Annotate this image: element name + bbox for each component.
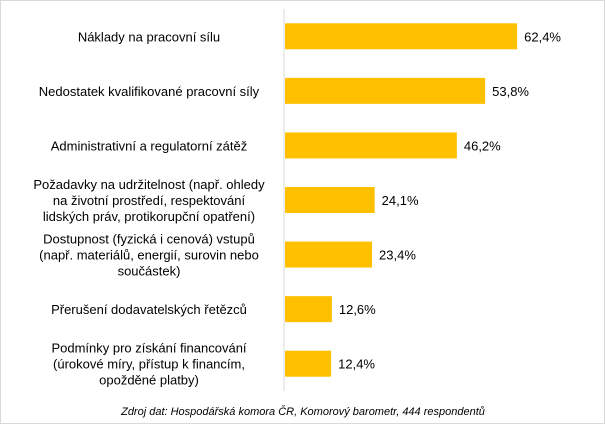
category-label: Požadavky na udržitelnost (např. ohledy n… bbox=[33, 177, 265, 224]
category-label: Administrativní a regulatorní zátěž bbox=[51, 138, 248, 153]
category-label-line: součástek) bbox=[118, 264, 181, 279]
category-label-line: Nedostatek kvalifikované pracovní síly bbox=[39, 84, 260, 99]
category-label: Náklady na pracovní sílu bbox=[78, 29, 220, 44]
category-label: Podmínky pro získání financování (úrokové… bbox=[51, 341, 246, 388]
category-label-line: (úrokové míry, přístup k financím, bbox=[53, 357, 245, 372]
bar bbox=[285, 187, 375, 213]
category-label-line: Administrativní a regulatorní zátěž bbox=[51, 138, 248, 153]
category-label: Přerušení dodavatelských řetězců bbox=[51, 302, 247, 317]
data-label: 53,8% bbox=[492, 84, 529, 99]
source-note: Zdroj dat: Hospodářská komora ČR, Komoro… bbox=[120, 405, 485, 418]
data-label: 24,1% bbox=[382, 193, 419, 208]
category-label-line: Podmínky pro získání financování bbox=[51, 341, 246, 356]
category-label-line: Přerušení dodavatelských řetězců bbox=[51, 302, 247, 317]
category-label-line: opožděné platby) bbox=[99, 373, 199, 388]
category-label-line: na životní prostředí, respektování bbox=[53, 193, 246, 208]
bar bbox=[285, 23, 518, 50]
bar bbox=[285, 132, 457, 159]
data-label: 23,4% bbox=[379, 248, 416, 263]
category-label-line: Požadavky na udržitelnost (např. ohledy bbox=[33, 177, 265, 192]
bar bbox=[285, 350, 332, 377]
data-label: 12,4% bbox=[338, 357, 375, 372]
category-label: Dostupnost (fyzická i cenová) vstupů (nap… bbox=[39, 232, 259, 279]
category-label-line: Náklady na pracovní sílu bbox=[78, 29, 220, 44]
data-label: 62,4% bbox=[524, 29, 561, 44]
category-label: Nedostatek kvalifikované pracovní síly bbox=[39, 84, 260, 99]
category-label-line: lidských práv, protikorupční opatření) bbox=[43, 209, 255, 224]
bar bbox=[285, 296, 332, 323]
data-label: 12,6% bbox=[339, 302, 376, 317]
category-label-line: Dostupnost (fyzická i cenová) vstupů bbox=[43, 232, 255, 247]
category-label-line: (např. materiálů, energií, surovin nebo bbox=[39, 248, 259, 263]
bar bbox=[285, 241, 373, 268]
bar bbox=[285, 77, 486, 104]
data-label: 46,2% bbox=[464, 138, 501, 153]
